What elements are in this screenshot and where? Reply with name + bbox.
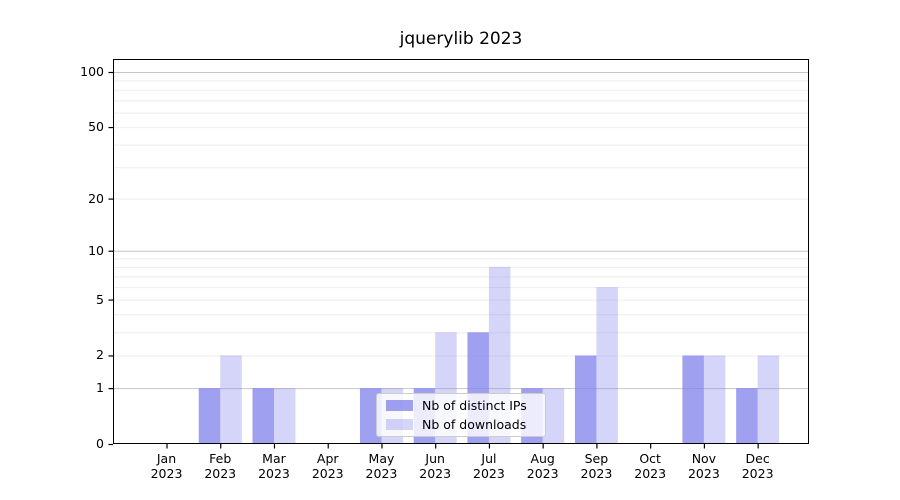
x-tick-label-month: Sep — [584, 451, 609, 466]
x-tick-label-year: 2023 — [687, 465, 720, 481]
x-tick-label-month: Oct — [639, 451, 661, 466]
y-tick-label: 2 — [96, 347, 104, 363]
x-tick-label: Jan 2023 — [139, 451, 195, 481]
x-tick-label: Sep 2023 — [568, 451, 624, 481]
x-tick-label-month: Jun — [425, 451, 445, 466]
legend: Nb of distinct IPs Nb of downloads — [376, 393, 546, 437]
x-tick-label: Jul 2023 — [461, 451, 517, 481]
bar-downloads — [703, 355, 726, 444]
x-tick-label: May 2023 — [353, 451, 409, 481]
x-tick-label-month: Dec — [745, 451, 770, 466]
chart-title: jquerylib 2023 — [399, 29, 523, 49]
y-tick-label: 1 — [96, 380, 104, 396]
legend-item-distinct-ips: Nb of distinct IPs — [386, 399, 536, 412]
legend-item-downloads: Nb of downloads — [386, 418, 536, 431]
x-tick-label-year: 2023 — [634, 465, 667, 481]
x-tick-label: Aug 2023 — [515, 451, 571, 481]
bar-distinct-ips — [736, 388, 758, 444]
y-tick-label: 100 — [80, 63, 104, 79]
x-tick-label: Feb 2023 — [192, 451, 248, 481]
x-tick-label-year: 2023 — [580, 465, 613, 481]
bar-distinct-ips — [252, 388, 274, 444]
legend-swatch-distinct-ips — [386, 400, 413, 411]
x-tick-label-year: 2023 — [741, 465, 774, 481]
plot-border — [113, 59, 809, 444]
x-tick-label-year: 2023 — [258, 465, 290, 481]
x-tick-label-month: May — [368, 451, 395, 466]
bar-downloads — [757, 355, 780, 444]
x-tick-label-month: Jul — [481, 451, 497, 466]
y-tick-label: 5 — [96, 291, 104, 307]
x-tick-label-month: Apr — [316, 451, 339, 466]
x-tick-label-month: Aug — [530, 451, 555, 466]
x-tick-label: Mar 2023 — [246, 451, 302, 481]
x-tick-label-month: Jan — [156, 451, 177, 466]
bar-downloads — [596, 287, 618, 444]
bar-distinct-ips — [574, 355, 597, 444]
x-tick-label: Oct 2023 — [622, 451, 678, 481]
x-tick-label: Apr 2023 — [300, 451, 356, 481]
x-tick-label-month: Feb — [209, 451, 232, 466]
x-tick-label-year: 2023 — [419, 465, 452, 481]
x-tick-label-year: 2023 — [365, 465, 398, 481]
x-tick-label: Dec 2023 — [730, 451, 786, 481]
legend-label-distinct-ips: Nb of distinct IPs — [422, 398, 527, 413]
y-tick-label: 20 — [88, 190, 104, 206]
bar-downloads — [273, 388, 296, 444]
x-tick-label: Nov 2023 — [676, 451, 732, 481]
bar-distinct-ips — [682, 355, 704, 444]
y-tick-label: 50 — [88, 119, 104, 135]
x-tick-label-month: Mar — [262, 451, 286, 466]
legend-swatch-downloads — [386, 419, 413, 430]
x-tick-label-month: Nov — [691, 451, 717, 466]
y-tick-label: 0 — [96, 436, 104, 451]
bar-downloads — [542, 388, 565, 444]
x-tick-label-year: 2023 — [204, 465, 237, 481]
x-tick-label: Jun 2023 — [407, 451, 463, 481]
x-tick-label-year: 2023 — [526, 465, 559, 481]
bar-downloads — [220, 355, 242, 444]
bar-distinct-ips — [198, 388, 221, 444]
legend-label-downloads: Nb of downloads — [422, 417, 527, 432]
x-tick-label-year: 2023 — [311, 465, 344, 481]
y-tick-label: 10 — [88, 242, 104, 258]
x-tick-label-year: 2023 — [150, 465, 183, 481]
x-tick-label-year: 2023 — [473, 465, 505, 481]
